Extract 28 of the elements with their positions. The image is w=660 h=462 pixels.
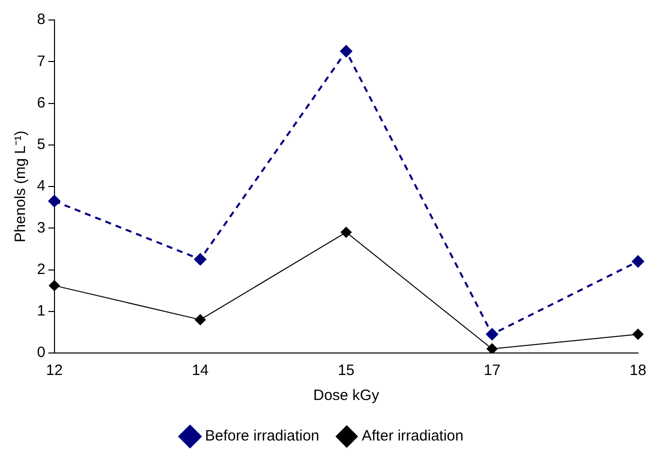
y-tick-label: 7 xyxy=(37,52,46,70)
y-tick-label: 6 xyxy=(37,94,46,112)
x-tick-label: 14 xyxy=(192,362,209,380)
point xyxy=(48,195,60,208)
y-tick-label: 8 xyxy=(37,11,46,28)
y-tick-label: 1 xyxy=(37,302,46,320)
legend-label: After irradiation xyxy=(362,428,464,445)
x-tick-label: 18 xyxy=(630,362,646,380)
y-tick-label: 5 xyxy=(37,136,46,154)
y-axis-title: Phenols (mg L⁻¹) xyxy=(12,130,30,242)
point xyxy=(632,328,644,340)
x-tick-label: 17 xyxy=(484,362,500,380)
point xyxy=(194,314,206,326)
x-tick-label: 15 xyxy=(338,362,355,380)
point xyxy=(48,280,60,292)
point xyxy=(194,253,206,266)
point xyxy=(486,328,498,340)
point xyxy=(340,226,352,238)
x-axis-title: Dose kGy xyxy=(313,387,380,404)
y-tick-label: 2 xyxy=(37,260,46,278)
point xyxy=(486,343,498,353)
legend-label: Before irradiation xyxy=(205,428,320,445)
x-tick-label: 12 xyxy=(46,362,63,380)
y-tick-label: 3 xyxy=(37,219,46,236)
y-tick-label: 4 xyxy=(37,178,46,195)
y-tick-label: 0 xyxy=(37,344,46,362)
point xyxy=(340,45,352,58)
point xyxy=(632,255,644,268)
